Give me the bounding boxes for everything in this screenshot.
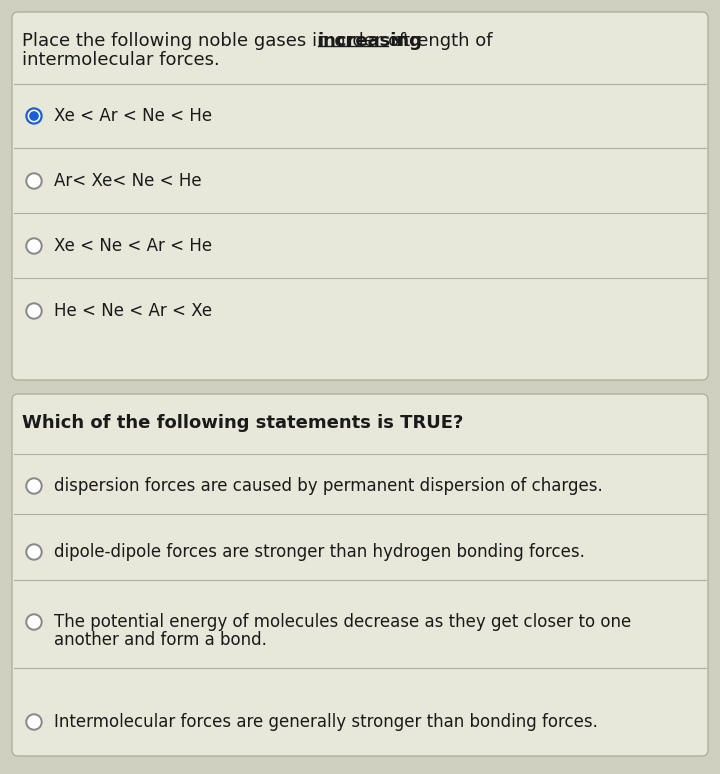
Circle shape — [28, 716, 40, 728]
Text: strength of: strength of — [388, 32, 492, 50]
Text: He < Ne < Ar < Xe: He < Ne < Ar < Xe — [54, 302, 212, 320]
Text: The potential energy of molecules decrease as they get closer to one: The potential energy of molecules decrea… — [54, 613, 631, 631]
Circle shape — [26, 544, 42, 560]
Circle shape — [28, 110, 40, 122]
Circle shape — [26, 478, 42, 494]
Circle shape — [28, 480, 40, 492]
Circle shape — [30, 111, 38, 120]
Circle shape — [26, 614, 42, 630]
Text: increasing: increasing — [318, 32, 423, 50]
Circle shape — [28, 175, 40, 187]
Circle shape — [28, 546, 40, 558]
Text: Which of the following statements is TRUE?: Which of the following statements is TRU… — [22, 414, 464, 432]
Circle shape — [28, 616, 40, 628]
FancyBboxPatch shape — [12, 12, 708, 380]
FancyBboxPatch shape — [12, 394, 708, 756]
Text: dipole-dipole forces are stronger than hydrogen bonding forces.: dipole-dipole forces are stronger than h… — [54, 543, 585, 561]
Text: another and form a bond.: another and form a bond. — [54, 631, 267, 649]
Text: Intermolecular forces are generally stronger than bonding forces.: Intermolecular forces are generally stro… — [54, 713, 598, 731]
Circle shape — [28, 240, 40, 252]
Text: dispersion forces are caused by permanent dispersion of charges.: dispersion forces are caused by permanen… — [54, 477, 603, 495]
Text: Place the following noble gases in order of: Place the following noble gases in order… — [22, 32, 411, 50]
Text: Xe < Ne < Ar < He: Xe < Ne < Ar < He — [54, 237, 212, 255]
Text: Ar< Xe< Ne < He: Ar< Xe< Ne < He — [54, 172, 202, 190]
Circle shape — [26, 714, 42, 730]
Circle shape — [26, 108, 42, 124]
Text: intermolecular forces.: intermolecular forces. — [22, 51, 220, 69]
Circle shape — [28, 305, 40, 317]
Text: Xe < Ar < Ne < He: Xe < Ar < Ne < He — [54, 107, 212, 125]
Circle shape — [26, 173, 42, 189]
Circle shape — [26, 303, 42, 319]
Circle shape — [26, 238, 42, 254]
